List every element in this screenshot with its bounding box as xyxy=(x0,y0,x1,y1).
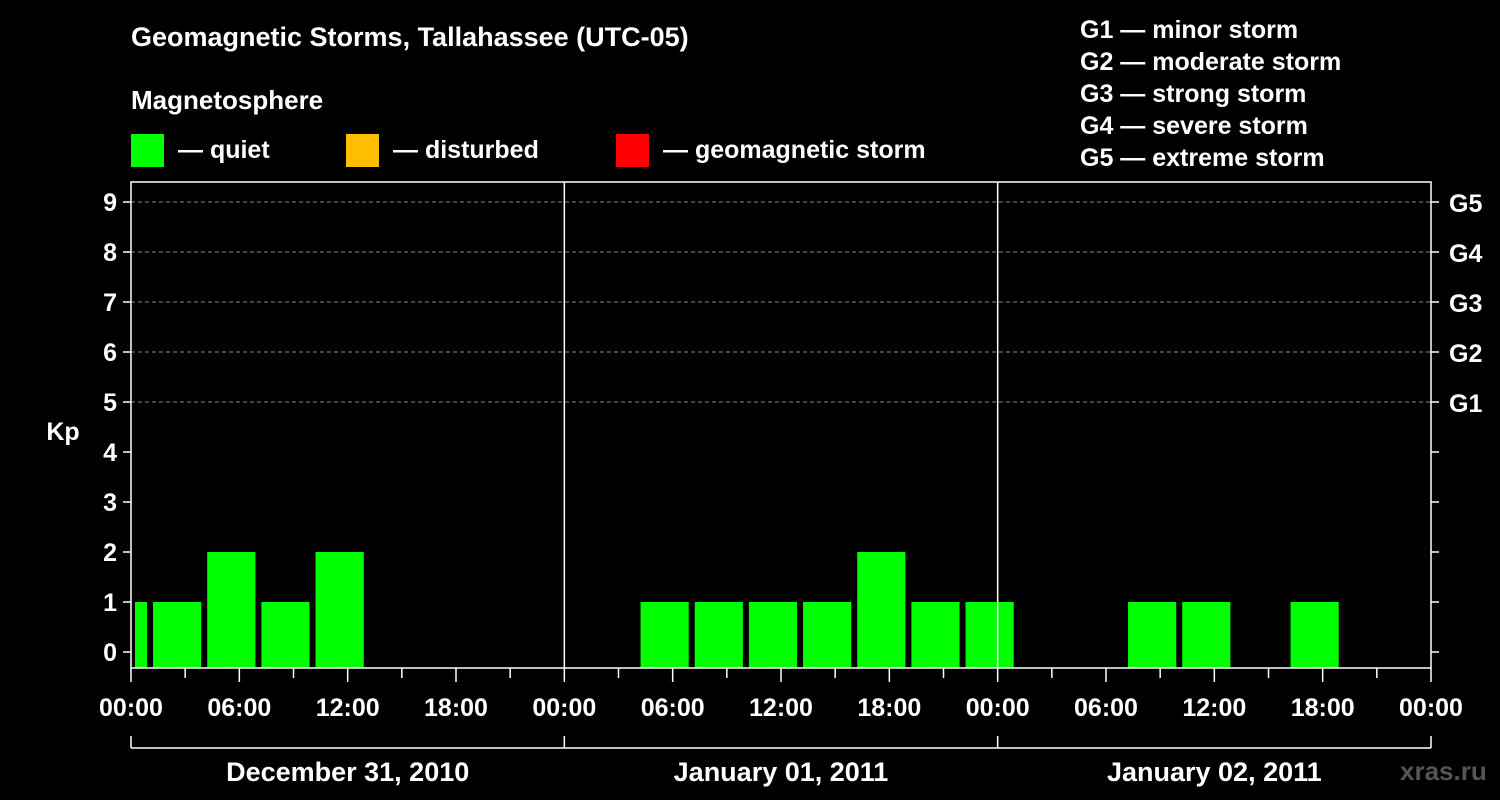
x-tick-label: 18:00 xyxy=(857,694,921,722)
y-tick-label: 8 xyxy=(103,239,117,267)
x-tick-label: 00:00 xyxy=(532,694,596,722)
kp-bar xyxy=(694,602,743,668)
legend-storm-label: — geomagnetic storm xyxy=(663,135,926,164)
y-axis-label: Kp xyxy=(46,418,79,446)
legend-disturbed-swatch xyxy=(346,133,379,167)
kp-bar xyxy=(748,602,798,668)
y-tick-label: 1 xyxy=(103,589,117,617)
x-tick-label: 06:00 xyxy=(1074,694,1138,722)
y-tick-label: 9 xyxy=(103,189,117,217)
kp-bar xyxy=(857,552,906,668)
x-tick-label: 12:00 xyxy=(749,694,813,722)
kp-bar xyxy=(1128,602,1177,668)
magnetosphere-title: Magnetosphere xyxy=(131,85,324,115)
y-tick-label: 4 xyxy=(103,439,117,467)
x-tick-label: 18:00 xyxy=(1291,694,1355,722)
x-tick-label: 12:00 xyxy=(1182,694,1246,722)
legend-quiet-label: — quiet xyxy=(178,135,270,164)
chart-title: Geomagnetic Storms, Tallahassee (UTC-05) xyxy=(131,22,689,52)
legend-storm-swatch xyxy=(616,133,649,167)
g-level-label: G3 xyxy=(1449,290,1482,318)
x-tick-label: 12:00 xyxy=(316,694,380,722)
x-tick-label: 00:00 xyxy=(966,694,1030,722)
g-scale-item: G2 — moderate storm xyxy=(1080,48,1342,76)
x-tick-label: 06:00 xyxy=(207,694,271,722)
g-scale-list: G1 — minor storm G2 — moderate storm G3 … xyxy=(1080,14,1341,174)
g-scale-item: G4 — severe storm xyxy=(1080,112,1308,140)
kp-bar xyxy=(911,602,960,668)
x-tick-label: 00:00 xyxy=(1399,694,1463,722)
g-scale-item: G3 — strong storm xyxy=(1080,80,1307,108)
day-label: December 31, 2010 xyxy=(226,757,469,787)
kp-bar xyxy=(965,602,1014,668)
watermark: xras.ru xyxy=(1400,756,1487,786)
kp-bar xyxy=(1290,602,1339,668)
x-tick-label: 06:00 xyxy=(641,694,705,722)
kp-bar xyxy=(135,602,148,668)
legend-quiet-swatch xyxy=(131,133,164,167)
kp-bar xyxy=(153,602,202,668)
y-tick-label: 0 xyxy=(103,639,117,667)
kp-bar xyxy=(261,602,310,668)
kp-bar xyxy=(1182,602,1231,668)
g-level-label: G2 xyxy=(1449,340,1482,368)
y-tick-label: 7 xyxy=(103,289,117,317)
legend-disturbed-label: — disturbed xyxy=(393,135,539,164)
y-tick-label: 6 xyxy=(103,339,117,367)
legend-storm: — geomagnetic storm xyxy=(616,133,926,167)
legend-quiet: — quiet xyxy=(131,133,270,167)
y-tick-label: 2 xyxy=(103,539,117,567)
y-tick-label: 3 xyxy=(103,489,117,517)
y-tick-label: 5 xyxy=(103,389,117,417)
x-tick-label: 00:00 xyxy=(99,694,163,722)
day-label: January 01, 2011 xyxy=(674,757,889,787)
g-scale-item: G5 — extreme storm xyxy=(1080,144,1325,172)
day-label: January 02, 2011 xyxy=(1107,757,1322,787)
g-level-label: G4 xyxy=(1449,240,1482,268)
kp-bar xyxy=(207,552,256,668)
x-tick-label: 18:00 xyxy=(424,694,488,722)
legend-disturbed: — disturbed xyxy=(346,133,539,167)
kp-bar xyxy=(315,552,364,668)
g-level-label: G1 xyxy=(1449,390,1482,418)
g-level-label: G5 xyxy=(1449,190,1482,218)
kp-bar xyxy=(803,602,852,668)
kp-bar xyxy=(640,602,689,668)
g-scale-item: G1 — minor storm xyxy=(1080,16,1299,44)
